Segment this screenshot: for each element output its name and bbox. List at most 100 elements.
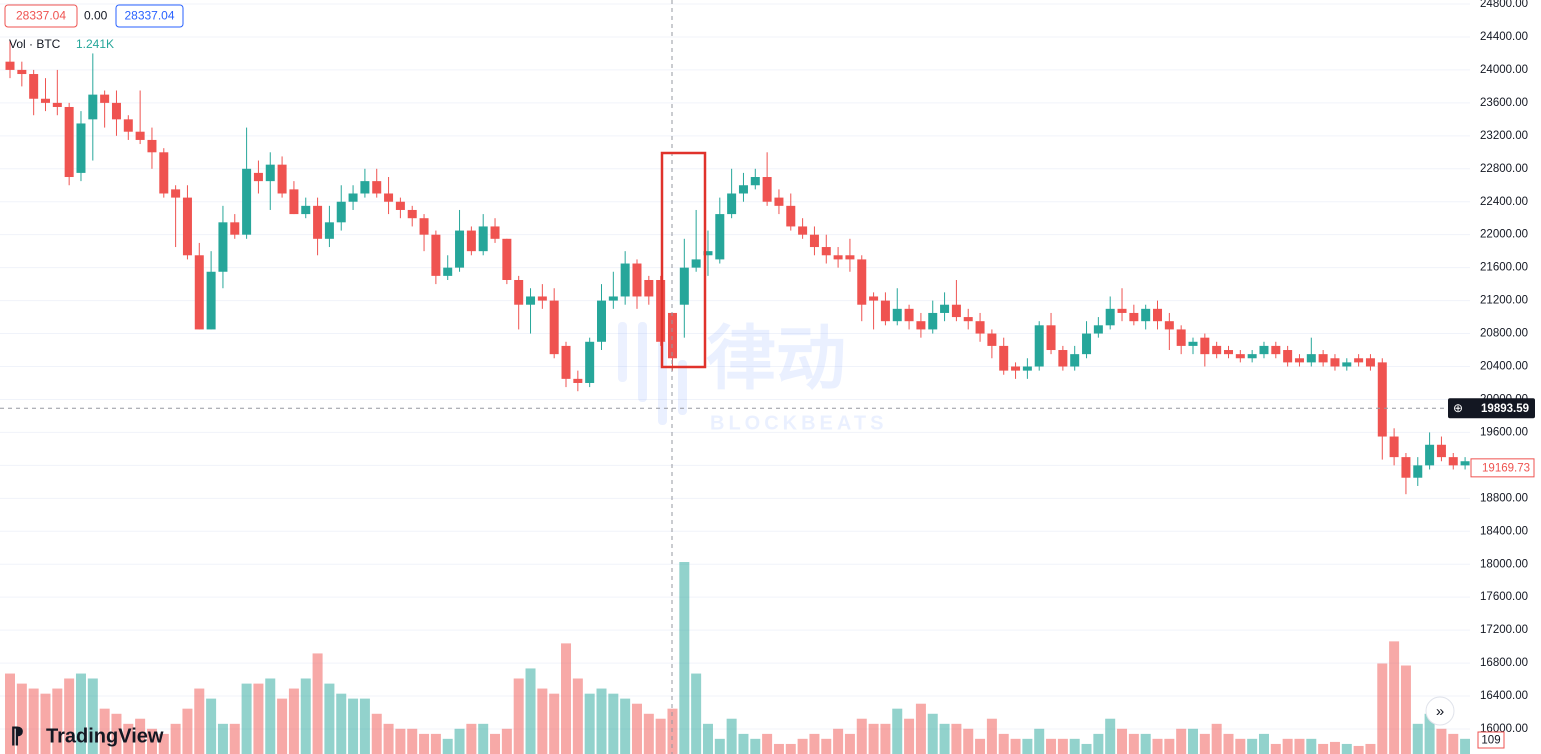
candle-body — [289, 189, 299, 215]
y-tick-label: 23600.00 — [1480, 97, 1528, 109]
volume-bar — [371, 713, 382, 754]
volume-bar — [975, 738, 986, 754]
candle-body — [573, 378, 583, 383]
volume-bar — [64, 678, 75, 754]
candle-body — [691, 259, 701, 268]
volume-bar — [1069, 738, 1080, 754]
candle-body — [1425, 444, 1435, 466]
candle-body — [597, 300, 606, 342]
candle-body — [644, 279, 654, 297]
candle-body — [218, 222, 228, 272]
y-tick-label: 24000.00 — [1480, 64, 1528, 76]
candle-body — [1365, 358, 1375, 367]
scroll-button-icon[interactable]: » — [1436, 703, 1444, 720]
candle-body — [230, 222, 240, 235]
volume-bar — [194, 688, 205, 754]
candle-body — [750, 177, 760, 186]
volume-bar — [1022, 738, 1033, 754]
volume-bar — [773, 743, 784, 754]
y-tick-label: 16400.00 — [1480, 690, 1528, 702]
scroll-button-circle[interactable] — [1425, 696, 1455, 726]
candle-body — [135, 131, 145, 140]
volume-bar — [998, 733, 1009, 754]
candle-body — [1058, 350, 1068, 367]
volume-readout: 1.241K — [76, 37, 114, 51]
scroll-button[interactable]: » — [1425, 696, 1455, 726]
candle-body — [1283, 350, 1293, 363]
candle-body — [5, 61, 15, 70]
y-tick-label: 18800.00 — [1480, 492, 1528, 504]
volume-bar — [797, 738, 808, 754]
volume-bar — [513, 678, 524, 754]
candle-body — [502, 238, 512, 280]
candle-body — [147, 139, 157, 153]
watermark-subtext: BLOCKBEATS — [710, 412, 887, 434]
volume-bar — [1365, 743, 1376, 754]
y-tick-label: 20800.00 — [1480, 328, 1528, 340]
volume-bar — [265, 678, 276, 754]
candle-body — [632, 263, 642, 297]
candle-body — [951, 304, 961, 318]
volume-bar — [359, 698, 370, 754]
volume-bar — [1436, 728, 1447, 754]
volume-bar — [1282, 738, 1293, 754]
candle-body — [1070, 354, 1080, 367]
candle-body — [1022, 366, 1032, 371]
volume-bar — [40, 693, 51, 754]
candle-body — [940, 304, 950, 313]
candle-body — [916, 321, 926, 330]
candle-body — [679, 267, 689, 305]
volume-bar — [1105, 718, 1116, 754]
price-axis-bg — [1470, 0, 1541, 754]
volume-bar — [1258, 733, 1269, 754]
legend-header: 28337.04 0.00 28337.04 Vol · BTC 1.241K — [4, 4, 184, 51]
candle-body — [1046, 325, 1056, 351]
candle-body — [384, 193, 394, 202]
volume-bar — [1318, 743, 1329, 754]
y-tick-label: 22400.00 — [1480, 196, 1528, 208]
candle-body — [892, 308, 902, 322]
candle-body — [313, 205, 323, 239]
volume-bar — [1081, 743, 1092, 754]
y-tick-label: 19600.00 — [1480, 426, 1528, 438]
candle-body — [455, 230, 465, 268]
volume-bar — [1010, 738, 1021, 754]
candle-body — [857, 259, 867, 305]
volume-bar — [750, 738, 761, 754]
candle-body — [1330, 358, 1340, 367]
watermark-icon — [678, 360, 687, 415]
candle-body — [1141, 308, 1151, 322]
candle-body — [1389, 436, 1399, 458]
candle-body — [277, 164, 287, 194]
brand-icon: ⁋ — [10, 723, 24, 748]
candle-body — [336, 201, 346, 223]
candle-body — [182, 197, 192, 256]
last-price-box — [1470, 458, 1535, 478]
candle-body — [466, 230, 476, 252]
volume-bar — [300, 678, 311, 754]
volume-bar — [419, 733, 430, 754]
volume-bar — [572, 678, 583, 754]
volume-bar — [714, 738, 725, 754]
volume-bar — [52, 688, 63, 754]
candle-body — [64, 106, 74, 178]
volume-bar — [762, 733, 773, 754]
candle-body — [1176, 329, 1186, 346]
volume-bar — [490, 733, 501, 754]
candle-body — [478, 226, 488, 252]
crosshair-label-box — [1448, 398, 1535, 419]
volume-bar — [856, 718, 867, 754]
candle-body — [1401, 457, 1411, 478]
volume-bar — [288, 688, 299, 754]
volume-bar — [466, 723, 477, 754]
header-value: 0.00 — [84, 9, 108, 23]
brand-logo: ⁋ TradingView — [10, 723, 164, 748]
volume-bar — [691, 673, 702, 754]
candle-body — [1153, 308, 1163, 322]
candle-body — [206, 271, 216, 330]
y-tick-label: 22800.00 — [1480, 163, 1528, 175]
volume-bar — [383, 723, 394, 754]
candle-body — [821, 247, 831, 256]
watermark-icon — [618, 322, 627, 382]
candle-body — [537, 296, 547, 301]
